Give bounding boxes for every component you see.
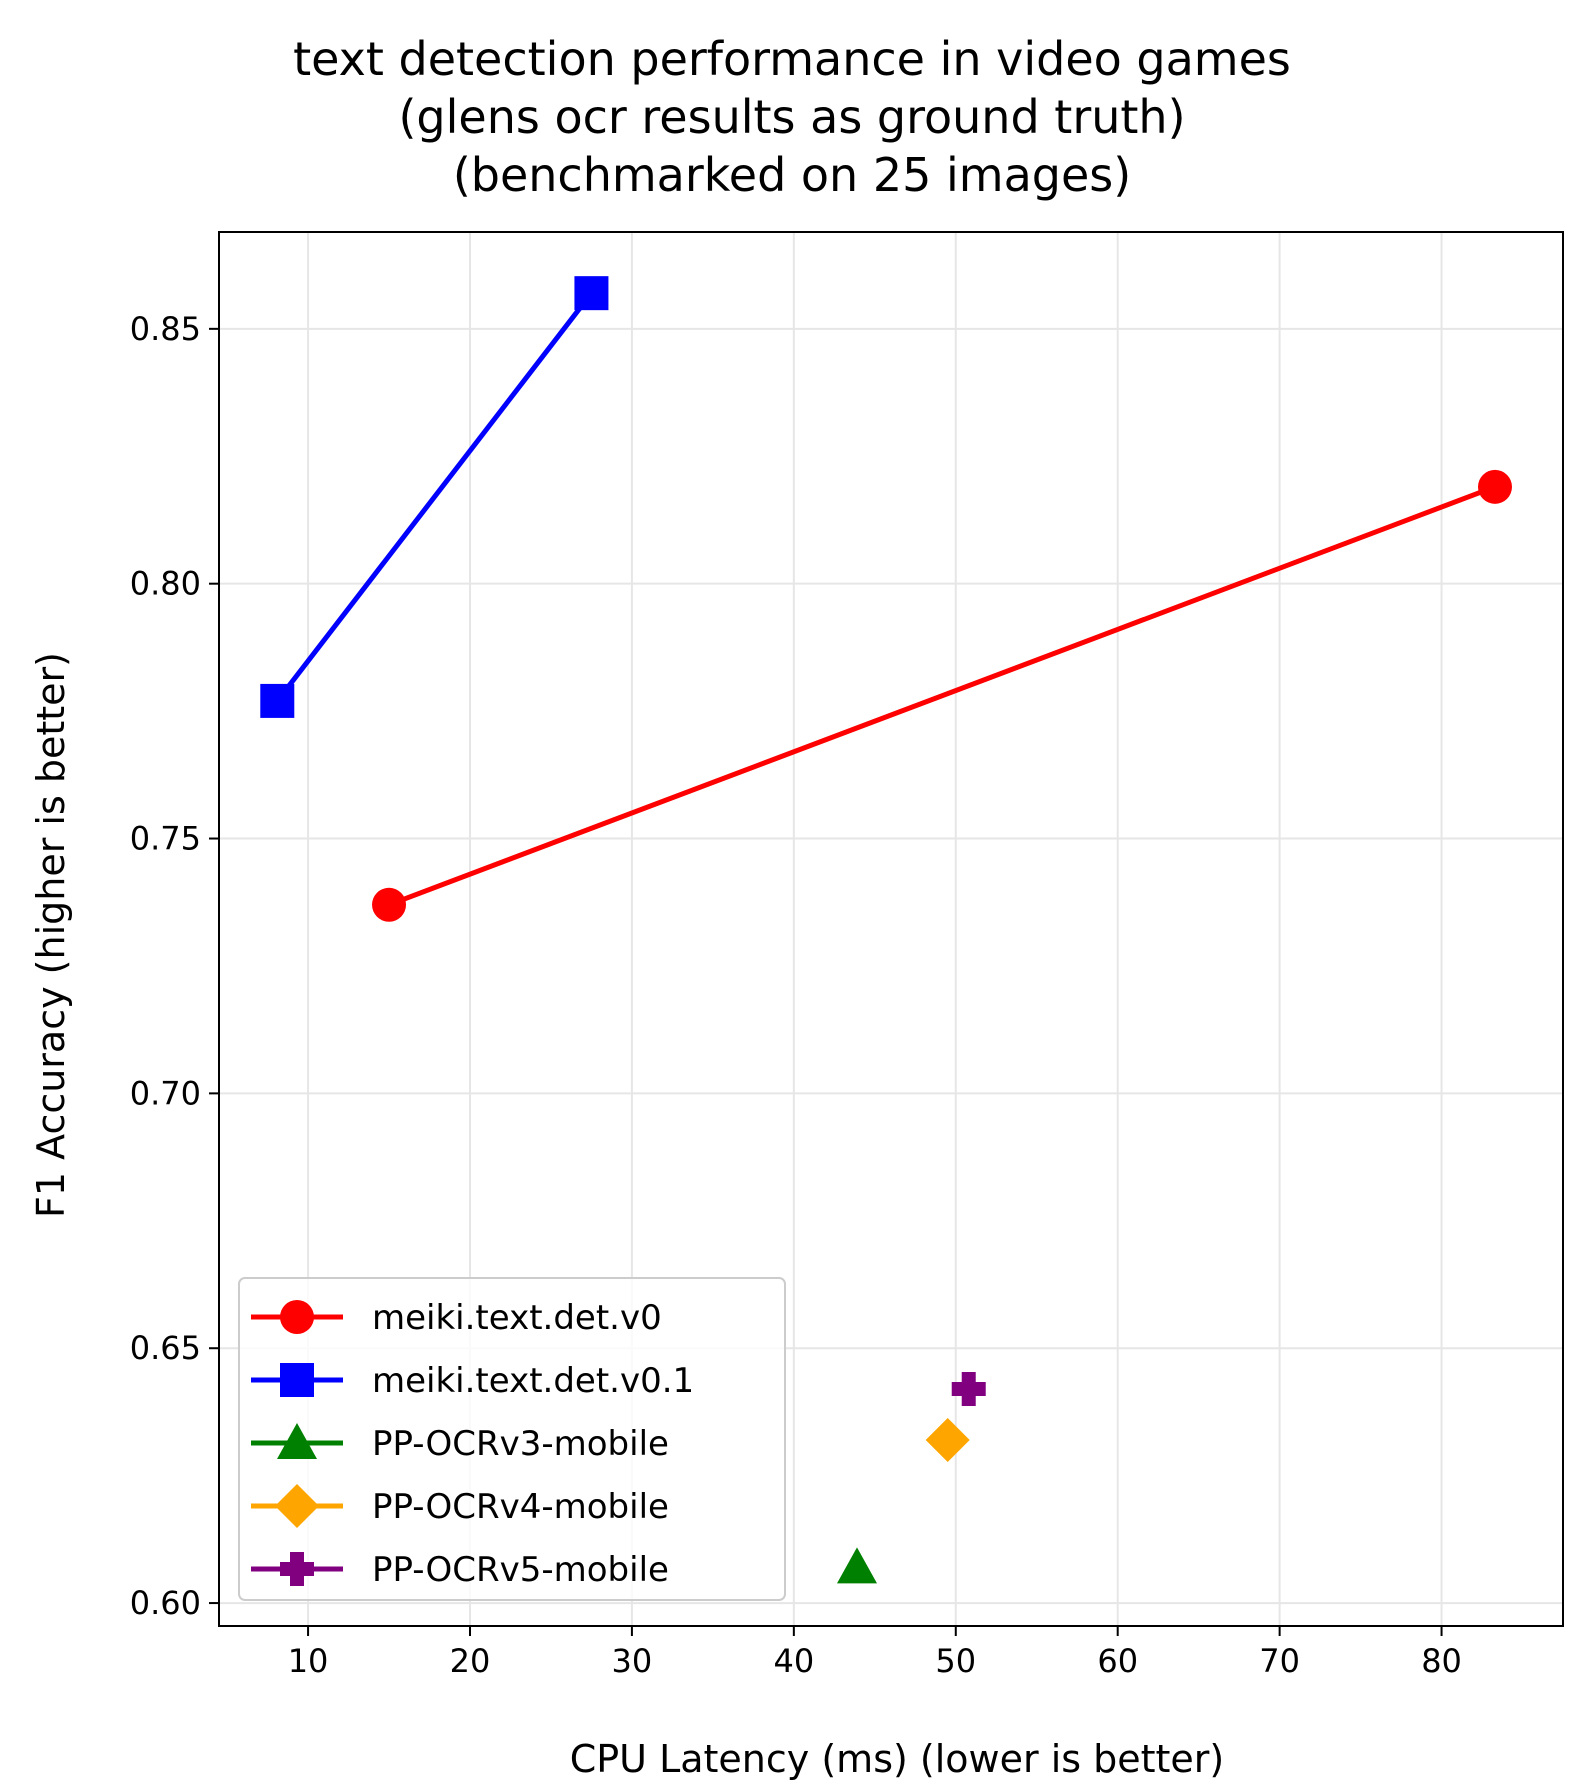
x-tick-label: 10	[288, 1642, 329, 1680]
x-tick-label: 50	[935, 1642, 976, 1680]
data-point	[1477, 469, 1512, 504]
axes-frame	[218, 231, 1564, 1627]
legend-marker	[280, 1363, 314, 1397]
data-point	[372, 887, 407, 922]
y-tick-label: 0.75	[130, 820, 201, 858]
x-tick-label: 40	[773, 1642, 814, 1680]
data-point	[574, 276, 609, 311]
x-tick-label: 20	[450, 1642, 491, 1680]
x-tick-label: 30	[612, 1642, 653, 1680]
legend-marker	[280, 1300, 314, 1334]
legend-label: PP-OCRv5-mobile	[372, 1550, 669, 1590]
x-tick-label: 70	[1259, 1642, 1300, 1680]
data-point	[925, 1417, 970, 1462]
chart-title-line-1: text detection performance in video game…	[293, 32, 1291, 86]
legend-label: PP-OCRv3-mobile	[372, 1424, 669, 1464]
legend-item: PP-OCRv5-mobile	[251, 1550, 669, 1590]
x-axis-label-text: CPU Latency (ms) (lower is better)	[569, 1737, 1225, 1781]
y-tick-label: 0.60	[130, 1584, 201, 1622]
chart-title-line-2: (glens ocr results as ground truth)	[398, 90, 1186, 144]
data-point	[836, 1547, 877, 1584]
legend-label: meiki.text.det.v0.1	[372, 1361, 694, 1401]
legend-item: PP-OCRv3-mobile	[251, 1423, 669, 1464]
y-tick-label: 0.80	[130, 565, 201, 603]
legend-item: meiki.text.det.v0.1	[251, 1361, 694, 1401]
y-tick-label: 0.85	[130, 310, 201, 348]
y-tick-label: 0.65	[130, 1329, 201, 1367]
y-axis-label: F1 Accuracy (higher is better)	[29, 652, 73, 1218]
y-tick-label: 0.70	[130, 1074, 201, 1112]
legend-marker	[280, 1552, 314, 1586]
legend-label: PP-OCRv4-mobile	[372, 1487, 669, 1527]
legend-item: PP-OCRv4-mobile	[251, 1484, 669, 1528]
x-tick-label: 60	[1097, 1642, 1138, 1680]
data-point	[951, 1371, 986, 1406]
legend-marker	[277, 1423, 317, 1459]
series-line	[388, 484, 1496, 908]
x-tick-label: 80	[1421, 1642, 1462, 1680]
data-point	[260, 683, 295, 718]
legend-marker	[275, 1484, 319, 1528]
legend-item: meiki.text.det.v0	[251, 1298, 662, 1338]
series-line	[275, 291, 594, 703]
legend: meiki.text.det.v0 meiki.text.det.v0.1 PP-O…	[238, 1277, 786, 1601]
legend-box	[238, 1277, 786, 1601]
chart-title-line-3: (benchmarked on 25 images)	[452, 148, 1132, 202]
legend-label: meiki.text.det.v0	[372, 1298, 662, 1338]
